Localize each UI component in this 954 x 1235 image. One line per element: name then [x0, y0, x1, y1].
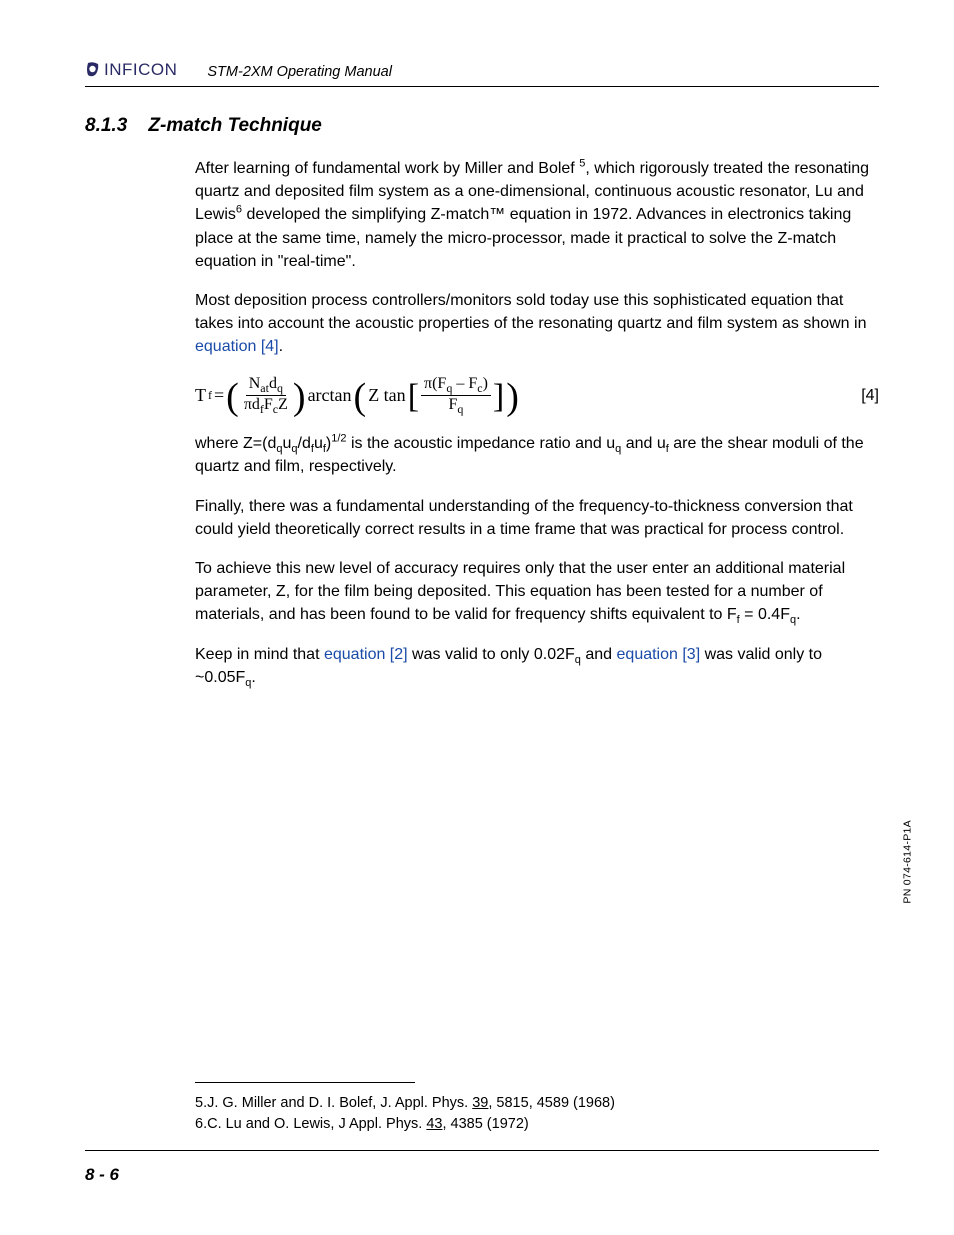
fraction-1: Natdq πdfFcZ: [241, 375, 291, 417]
manual-title: STM-2XM Operating Manual: [207, 64, 392, 80]
left-bracket-icon: [: [408, 385, 419, 409]
footnote-6: 6.C. Lu and O. Lewis, J Appl. Phys. 43, …: [195, 1114, 879, 1136]
section-title: Z-match Technique: [148, 115, 321, 136]
paragraph-3: where Z=(dquq/dfuf)1/2 is the acoustic i…: [195, 432, 879, 478]
paragraph-6: Keep in mind that equation [2] was valid…: [195, 643, 879, 689]
right-bracket-icon: ]: [493, 385, 504, 409]
page-number: 8 - 6: [85, 1165, 879, 1185]
part-number-side: PN 074-614-P1A: [902, 820, 914, 904]
equation-expression: Tf = ( Natdq πdfFcZ ) arctan ( Z tan [ π…: [195, 375, 519, 417]
footnote-5: 5.J. G. Miller and D. I. Bolef, J. Appl.…: [195, 1093, 879, 1115]
paragraph-4: Finally, there was a fundamental underst…: [195, 495, 879, 541]
paragraph-1: After learning of fundamental work by Mi…: [195, 157, 879, 273]
equation-number: [4]: [861, 384, 879, 407]
equation-3-link[interactable]: equation [3]: [617, 646, 701, 663]
inficon-logo-icon: [85, 61, 101, 79]
equation-2-link[interactable]: equation [2]: [324, 646, 408, 663]
page-footer: 5.J. G. Miller and D. I. Bolef, J. Appl.…: [85, 1082, 879, 1186]
paragraph-2: Most deposition process controllers/moni…: [195, 289, 879, 359]
equation-4-link[interactable]: equation [4]: [195, 338, 279, 355]
equation-4: Tf = ( Natdq πdfFcZ ) arctan ( Z tan [ π…: [195, 375, 879, 417]
bottom-rule: [85, 1150, 879, 1151]
section-number: 8.1.3: [85, 115, 127, 136]
left-paren-icon: (: [354, 384, 367, 411]
logo: INFICON: [85, 60, 177, 80]
fraction-2: π(Fq – Fc) Fq: [421, 375, 491, 417]
paragraph-5: To achieve this new level of accuracy re…: [195, 557, 879, 627]
right-paren-icon: ): [506, 384, 519, 411]
section-heading: 8.1.3 Z-match Technique: [85, 115, 879, 137]
logo-text: INFICON: [104, 60, 177, 80]
content-body: After learning of fundamental work by Mi…: [195, 157, 879, 689]
footnote-rule: [195, 1082, 415, 1083]
left-paren-icon: (: [226, 384, 239, 411]
page-header: INFICON STM-2XM Operating Manual: [85, 60, 879, 87]
right-paren-icon: ): [293, 384, 306, 411]
footnotes: 5.J. G. Miller and D. I. Bolef, J. Appl.…: [195, 1093, 879, 1137]
